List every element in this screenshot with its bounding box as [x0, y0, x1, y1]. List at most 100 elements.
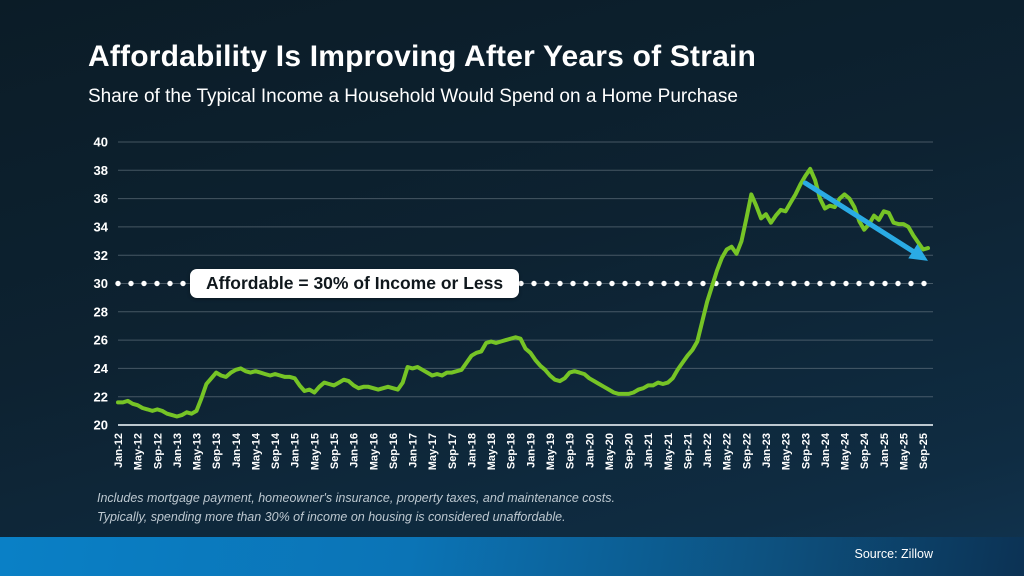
- y-axis-label: 30: [94, 276, 108, 291]
- y-axis-label: 28: [94, 304, 108, 319]
- x-axis-label: Sep-20: [624, 433, 636, 469]
- x-axis-label: Jan-14: [231, 432, 243, 468]
- footnote-line-1: Includes mortgage payment, homeowner's i…: [97, 491, 615, 505]
- x-axis-label: Jan-19: [525, 433, 537, 468]
- source-label: Source: Zillow: [854, 547, 934, 561]
- threshold-dotted-line: [622, 280, 628, 287]
- page-title: Affordability Is Improving After Years o…: [88, 40, 757, 73]
- threshold-dotted-line: [570, 280, 576, 287]
- threshold-dotted-line: [739, 280, 745, 287]
- threshold-dotted-line: [557, 280, 563, 287]
- x-axis-label: Sep-24: [859, 432, 871, 469]
- x-axis-label: May-12: [133, 433, 145, 470]
- threshold-dotted-line: [921, 280, 927, 287]
- x-axis-label: Jan-23: [761, 433, 773, 468]
- trend-arrow: [802, 180, 919, 256]
- y-axis-label: 26: [94, 333, 108, 348]
- x-axis-label: May-23: [781, 433, 793, 470]
- x-axis-label: Sep-23: [800, 433, 812, 469]
- x-axis-label: May-18: [486, 433, 498, 470]
- trend-arrowhead: [908, 244, 928, 261]
- x-axis-label: Jan-13: [172, 433, 184, 468]
- threshold-dotted-line: [804, 280, 810, 287]
- threshold-dotted-line: [778, 280, 784, 287]
- threshold-dotted-line: [583, 280, 589, 287]
- threshold-dotted-line: [609, 280, 615, 287]
- y-axis-label: 32: [94, 248, 108, 263]
- footnotes: Includes mortgage payment, homeowner's i…: [97, 489, 615, 527]
- threshold-dotted-line: [128, 280, 134, 287]
- threshold-dotted-line: [700, 280, 706, 287]
- threshold-dotted-line: [752, 280, 758, 287]
- x-axis-label: Jan-20: [584, 433, 596, 468]
- x-axis-label: Jan-17: [408, 433, 420, 468]
- x-axis-label: Jan-21: [643, 433, 655, 468]
- x-axis-label: Jan-12: [113, 433, 125, 468]
- threshold-dotted-line: [674, 280, 680, 287]
- threshold-dotted-line: [531, 280, 537, 287]
- x-axis-label: Sep-22: [741, 433, 753, 469]
- x-axis-label: Jan-15: [290, 433, 302, 468]
- x-axis-label: May-21: [663, 433, 675, 470]
- threshold-dotted-line: [856, 280, 862, 287]
- affordability-threshold-callout: Affordable = 30% of Income or Less: [190, 269, 520, 298]
- y-axis-label: 40: [94, 135, 108, 150]
- threshold-dotted-line: [648, 280, 654, 287]
- x-axis-label: May-20: [604, 433, 616, 470]
- x-axis-label: Jan-24: [820, 432, 832, 468]
- x-axis-label: Sep-14: [270, 432, 282, 469]
- threshold-dotted-line: [180, 280, 186, 287]
- y-axis-label: 20: [94, 418, 108, 433]
- x-axis-label: May-13: [192, 433, 204, 470]
- footnote-line-2: Typically, spending more than 30% of inc…: [97, 510, 566, 524]
- x-axis-label: May-17: [427, 433, 439, 470]
- x-axis-label: Sep-16: [388, 433, 400, 469]
- threshold-dotted-line: [726, 280, 732, 287]
- threshold-dotted-line: [141, 280, 147, 287]
- x-axis-label: Sep-18: [506, 433, 518, 469]
- x-axis-label: Sep-21: [682, 433, 694, 469]
- y-axis-label: 34: [94, 219, 109, 234]
- threshold-dotted-line: [518, 280, 524, 287]
- x-axis-label: Sep-19: [565, 433, 577, 469]
- x-axis-label: May-14: [250, 432, 262, 470]
- threshold-dotted-line: [544, 280, 550, 287]
- threshold-dotted-line: [635, 280, 641, 287]
- x-axis-label: Jan-25: [879, 433, 891, 468]
- threshold-dotted-line: [115, 280, 121, 287]
- y-axis-label: 36: [94, 191, 108, 206]
- y-axis-label: 38: [94, 163, 108, 178]
- x-axis-label: Sep-13: [211, 433, 223, 469]
- threshold-dotted-line: [661, 280, 667, 287]
- threshold-dotted-line: [882, 280, 888, 287]
- x-axis-label: May-15: [309, 433, 321, 470]
- x-axis-label: Sep-15: [329, 433, 341, 469]
- threshold-dotted-line: [596, 280, 602, 287]
- x-axis-label: Sep-25: [918, 433, 930, 469]
- threshold-dotted-line: [167, 280, 173, 287]
- threshold-dotted-line: [843, 280, 849, 287]
- threshold-dotted-line: [895, 280, 901, 287]
- page-subtitle: Share of the Typical Income a Household …: [88, 86, 738, 107]
- x-axis-label: May-24: [840, 432, 852, 470]
- y-axis-label: 24: [94, 361, 109, 376]
- x-axis-label: May-16: [368, 433, 380, 470]
- y-axis-label: 22: [94, 389, 108, 404]
- threshold-dotted-line: [687, 280, 693, 287]
- threshold-dotted-line: [154, 280, 160, 287]
- x-axis-label: Jan-22: [702, 433, 714, 468]
- x-axis-label: Sep-12: [152, 433, 164, 469]
- x-axis-label: May-25: [898, 433, 910, 470]
- threshold-dotted-line: [817, 280, 823, 287]
- x-axis-label: Sep-17: [447, 433, 459, 469]
- affordability-series-line: [116, 166, 930, 419]
- footer-bar: Source: Zillow: [0, 537, 1024, 576]
- x-axis-label: Jan-18: [466, 433, 478, 468]
- x-axis-label: May-22: [722, 433, 734, 470]
- threshold-dotted-line: [791, 280, 797, 287]
- threshold-dotted-line: [830, 280, 836, 287]
- x-axis-label: Jan-16: [349, 433, 361, 468]
- x-axis-label: May-19: [545, 433, 557, 470]
- threshold-dotted-line: [908, 280, 914, 287]
